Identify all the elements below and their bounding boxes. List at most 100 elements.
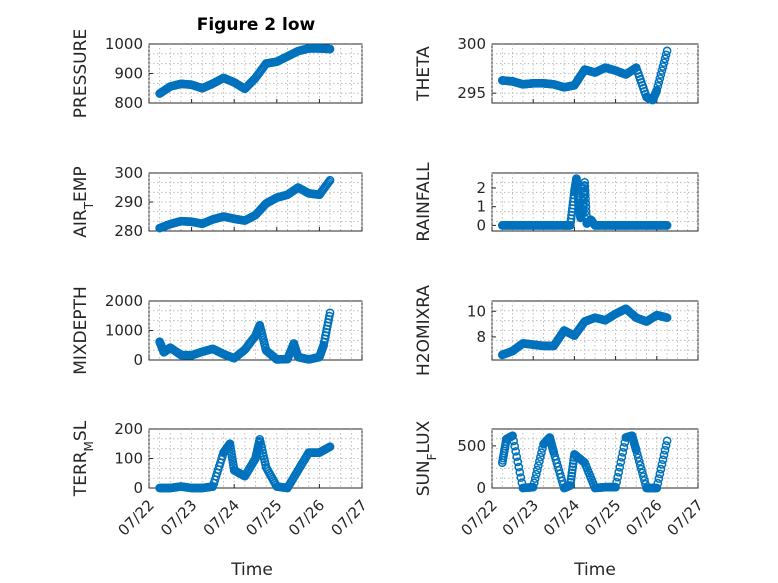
pressure-y-tick-label: 900	[114, 65, 143, 83]
pressure-y-tick-label: 1000	[105, 35, 143, 53]
terr-msl-x-tick-label: 07/27	[328, 496, 371, 539]
sun-flux-data-point	[532, 465, 542, 475]
air-temp-data-point	[325, 175, 335, 185]
sun-flux-data-point	[612, 477, 621, 487]
sun-flux-data-point	[662, 436, 672, 446]
sun-flux-data-point	[568, 462, 578, 472]
y-axis-label-part: TERR	[71, 451, 91, 497]
terr-msl-x-tick-label: 07/22	[115, 496, 158, 539]
terr-msl-x-tick-label: 07/26	[285, 496, 328, 539]
y-axis-label-part: LUX	[414, 420, 434, 453]
sun-flux-data-point	[512, 452, 522, 461]
sun-flux-data-point	[566, 478, 576, 487]
sun-flux-data-point	[659, 450, 669, 460]
sun-flux-data-point	[640, 476, 649, 485]
mixdepth-y-tick-label: 1000	[105, 322, 143, 340]
rainfall-data-point	[581, 202, 591, 212]
sun-flux-data-point	[655, 469, 665, 479]
sun-flux-data-point	[639, 472, 648, 481]
theta-data-point	[659, 58, 669, 68]
sun-flux-data-point	[658, 455, 668, 465]
sun-flux-data-point	[566, 474, 576, 484]
air-temp-y-axis-label: AIRTEMP	[71, 166, 96, 237]
subplot-pressure: 800 900 1000 PRESSURE	[71, 29, 363, 118]
terr-msl-x-tick-label: 07/23	[157, 496, 200, 539]
mixdepth-y-tick-label: 0	[133, 351, 143, 369]
theta-y-tick-label: 300	[457, 35, 486, 53]
h2omixra-y-tick-label: 10	[467, 302, 486, 320]
sun-flux-data-point	[615, 462, 625, 472]
sun-flux-data-point	[619, 443, 629, 452]
theta-y-tick-label: 295	[457, 84, 486, 102]
subplot-h2omixra: 8 10 H2OMIXRA	[414, 285, 699, 376]
theta-data-point	[661, 50, 671, 60]
y-axis-label-part: RAINFALL	[414, 162, 434, 242]
sun-flux-data-point	[616, 457, 626, 467]
sun-flux-data-point	[530, 474, 540, 483]
y-axis-label-part: F	[425, 453, 439, 460]
sun-flux-data-point	[611, 482, 620, 492]
sun-flux-data-point	[652, 483, 662, 493]
sun-flux-data-point	[565, 481, 575, 490]
theta-data-point	[658, 62, 668, 71]
theta-data-point	[653, 81, 663, 91]
sun-flux-data-point	[637, 464, 646, 474]
pressure-y-tick-label: 800	[114, 94, 143, 112]
rainfall-data-point	[581, 194, 590, 204]
pressure-data-point	[325, 44, 335, 54]
sun-flux-data-point	[654, 474, 664, 483]
air-temp-y-tick-label: 290	[114, 193, 143, 211]
sun-flux-data-point	[634, 457, 644, 466]
subplot-rainfall: 012 RAINFALL	[414, 162, 699, 242]
sun-flux-data-point	[513, 457, 523, 467]
theta-data-point	[662, 46, 672, 56]
h2omixra-y-axis-label: H2OMIXRA	[414, 285, 434, 376]
sun-flux-x-tick-label: 07/27	[664, 496, 707, 539]
sun-flux-data-point	[568, 459, 578, 468]
sun-flux-data-point	[661, 441, 671, 450]
y-axis-label-part: SUN	[414, 460, 434, 496]
sun-flux-data-point	[657, 460, 667, 469]
terr-msl-x-tick-label: 07/24	[200, 496, 243, 539]
terr-msl-y-tick-label: 0	[133, 479, 143, 497]
x-axis-label-left: Time	[230, 560, 273, 580]
sun-flux-data-point	[613, 472, 623, 482]
sun-flux-data-point	[567, 468, 577, 478]
theta-data-point	[655, 74, 665, 83]
sun-flux-data-point	[515, 467, 525, 477]
rainfall-y-axis-label: RAINFALL	[414, 162, 434, 242]
y-axis-label-part: H2OMIXRA	[414, 285, 434, 376]
theta-data-point	[660, 54, 670, 64]
sun-flux-data-point	[633, 453, 643, 463]
theta-y-axis-label: THETA	[414, 46, 434, 102]
sun-flux-y-tick-label: 0	[476, 479, 486, 497]
rainfall-data-point	[580, 182, 590, 191]
terr-msl-data-point	[325, 442, 335, 452]
y-axis-label-part: SL	[71, 420, 91, 441]
subplot-theta: 295 300 THETA	[414, 35, 699, 105]
sun-flux-data-point	[632, 449, 642, 459]
rainfall-data-point	[581, 198, 591, 208]
sun-flux-x-tick-label: 07/24	[540, 496, 583, 539]
sun-flux-data-point	[635, 460, 645, 470]
sun-flux-data-point	[528, 482, 538, 492]
y-axis-label-part: MIXDEPTH	[71, 286, 91, 375]
sun-flux-data-point	[656, 464, 666, 474]
sun-flux-data-point	[529, 478, 539, 488]
sun-flux-x-tick-label: 07/26	[622, 496, 665, 539]
theta-data-point	[657, 66, 667, 75]
x-axis-label-right: Time	[573, 560, 616, 580]
sun-flux-x-tick-label: 07/25	[581, 496, 624, 539]
sun-flux-data-point	[653, 478, 663, 488]
sun-flux-data-point	[510, 441, 520, 451]
h2omixra-data-point	[662, 313, 672, 323]
air-temp-y-tick-label: 300	[114, 164, 143, 182]
rainfall-y-tick-label: 0	[476, 216, 486, 234]
terr-msl-y-axis-label: TERRMSL	[71, 420, 96, 497]
sun-flux-data-point	[514, 462, 524, 472]
air-temp-y-tick-label: 280	[114, 222, 143, 240]
subplot-terr-msl: 0 100 200 07/22 07/23 07/24 07/25 07/26 07/27 TER…	[71, 420, 371, 539]
rainfall-data-point	[580, 186, 590, 195]
rainfall-data-point	[662, 221, 672, 230]
